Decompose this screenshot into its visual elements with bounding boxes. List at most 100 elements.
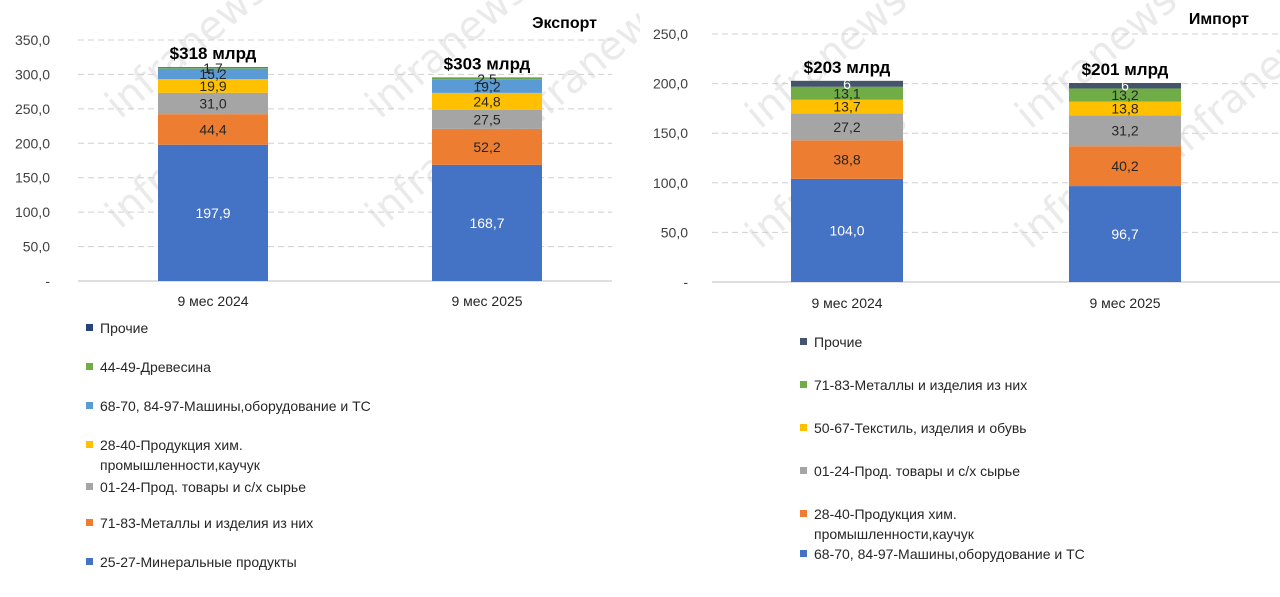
data-label: 24,8	[473, 93, 500, 109]
y-tick-label: 50,0	[661, 224, 688, 240]
legend-swatch	[86, 324, 93, 331]
y-tick-label: -	[45, 273, 50, 289]
export-legend: Прочие 44-49-Древесина 68-70, 84-97-Машины…	[86, 318, 606, 578]
bar-segment	[791, 178, 903, 282]
legend-label: 68-70, 84-97-Машины,оборудование и ТС	[100, 398, 371, 414]
total-label: $318 млрд	[170, 44, 257, 63]
bar-segment	[432, 92, 542, 110]
import-legend: Прочие 71-83-Металлы и изделия из них 50-6…	[800, 332, 1270, 582]
legend-label: 50-67-Текстиль, изделия и обувь	[814, 420, 1027, 436]
legend-label: 44-49-Древесина	[100, 359, 211, 375]
legend-label: 01-24-Прод. товары и с/х сырье	[814, 463, 1021, 479]
legend-swatch	[800, 550, 807, 557]
bar-segment	[432, 164, 542, 281]
y-tick-label: 100,0	[653, 175, 688, 191]
data-label: 38,8	[833, 152, 860, 168]
legend-label: 01-24-Прод. товары и с/х сырье	[100, 479, 307, 495]
data-label: 13,2	[1111, 87, 1138, 103]
legend-item: 50-67-Текстиль, изделия и обувь	[800, 418, 1027, 438]
legend-swatch	[86, 363, 93, 370]
legend-item: 01-24-Прод. товары и с/х сырье	[86, 477, 306, 497]
bar-segment	[158, 79, 268, 93]
legend-label: 25-27-Минеральные продукты	[100, 554, 297, 570]
y-tick-label: 200,0	[653, 76, 688, 92]
x-tick-label: 9 мес 2024	[811, 295, 882, 310]
data-label: 96,7	[1111, 226, 1138, 242]
bar-segment	[791, 99, 903, 114]
y-tick-label: 200,0	[15, 135, 50, 151]
data-label: 104,0	[829, 222, 864, 238]
legend-item: 44-49-Древесина	[86, 357, 211, 377]
y-tick-label: 250,0	[653, 26, 688, 42]
data-label: 197,9	[195, 205, 230, 221]
legend-label: 71-83-Металлы и изделия из них	[814, 377, 1028, 393]
bar-segment	[791, 86, 903, 100]
legend-swatch	[800, 467, 807, 474]
data-label: 13,1	[833, 85, 860, 101]
legend-item: 28-40-Продукция хим. промышленности,каучу…	[86, 435, 260, 475]
bar-segment	[432, 128, 542, 165]
bar-segment	[432, 77, 542, 80]
legend-label: 68-70, 84-97-Машины,оборудование и ТС	[814, 546, 1085, 562]
legend-swatch	[800, 510, 807, 517]
legend-label: Прочие	[100, 320, 149, 336]
export-chart: infranewsinfranewsinfranewsinfranewsinfr…	[15, 0, 640, 309]
bar-segment	[1069, 115, 1181, 147]
legend-label: 28-40-Продукция хим. промышленности,каучу…	[100, 437, 260, 473]
bar-segment	[791, 140, 903, 179]
data-label: 27,2	[833, 119, 860, 135]
legend-swatch	[86, 483, 93, 490]
import-chart-panel: infranewsinfranewsinfranewsinfranewsinfr…	[640, 0, 1280, 597]
data-label: 15,2	[199, 66, 226, 82]
bar-segment	[791, 113, 903, 141]
bar-segment	[158, 144, 268, 281]
legend-item: 71-83-Металлы и изделия из них	[86, 513, 313, 533]
x-tick-label: 9 мес 2025	[1089, 295, 1160, 310]
data-label: 31,2	[1111, 123, 1138, 139]
bar-segment	[432, 79, 542, 93]
bar-segment	[1069, 146, 1181, 187]
data-label: 168,7	[469, 215, 504, 231]
legend-swatch	[86, 558, 93, 565]
y-tick-label: 350,0	[15, 32, 50, 48]
bar-segment	[1069, 101, 1181, 116]
data-label: 44,4	[199, 121, 226, 137]
bar-segment	[1069, 88, 1181, 102]
chart-title: Экспорт	[532, 15, 597, 32]
x-tick-label: 9 мес 2024	[177, 293, 248, 309]
legend-label: Прочие	[814, 334, 863, 350]
bar-segment	[791, 80, 903, 87]
data-label: 52,2	[473, 139, 500, 155]
legend-item: 01-24-Прод. товары и с/х сырье	[800, 461, 1020, 481]
bar-segment	[1069, 83, 1181, 89]
y-tick-label: 50,0	[23, 239, 50, 255]
legend-item: 28-40-Продукция хим. промышленности,каучу…	[800, 504, 974, 544]
bar-segment	[158, 114, 268, 145]
y-tick-label: 300,0	[15, 66, 50, 82]
y-tick-label: 100,0	[15, 204, 50, 220]
legend-swatch	[800, 424, 807, 431]
bar-segment	[158, 68, 268, 80]
data-label: 31,0	[199, 95, 226, 111]
bar-segment	[1069, 186, 1181, 282]
legend-item: 71-83-Металлы и изделия из них	[800, 375, 1027, 395]
legend-item: Прочие	[800, 332, 862, 352]
data-label: 2,5	[477, 71, 497, 87]
data-label: 1,7	[203, 60, 223, 76]
x-tick-label: 9 мес 2025	[451, 293, 522, 309]
data-label: 27,5	[473, 111, 500, 127]
legend-swatch	[800, 338, 807, 345]
export-chart-panel: infranewsinfranewsinfranewsinfranewsinfr…	[15, 0, 640, 578]
data-label: 6	[843, 76, 851, 92]
data-label: 6	[1121, 78, 1129, 94]
data-label: 19,9	[199, 78, 226, 94]
bar-segment	[158, 67, 268, 69]
legend-item: 68-70, 84-97-Машины,оборудование и ТС	[800, 544, 1085, 564]
y-tick-label: 150,0	[15, 170, 50, 186]
legend-item: 25-27-Минеральные продукты	[86, 552, 297, 572]
legend-label: 28-40-Продукция хим. промышленности,каучу…	[814, 506, 974, 542]
legend-item: 68-70, 84-97-Машины,оборудование и ТС	[86, 396, 371, 416]
bar-segment	[432, 77, 542, 79]
bar-segment	[158, 92, 268, 115]
legend-item: Прочие	[86, 318, 148, 338]
